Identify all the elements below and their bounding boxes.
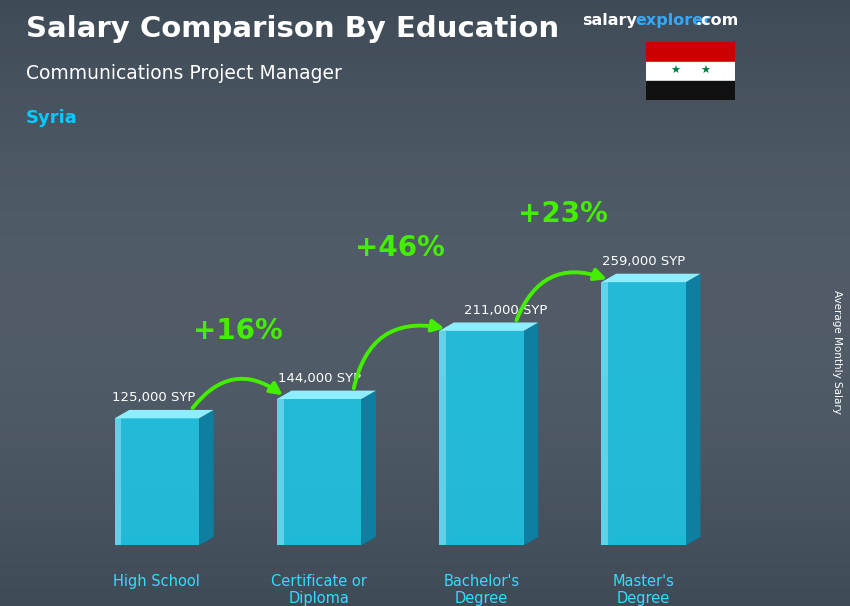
Polygon shape xyxy=(277,391,376,399)
Bar xyxy=(646,81,735,100)
Polygon shape xyxy=(199,410,213,545)
Polygon shape xyxy=(524,322,538,545)
Polygon shape xyxy=(439,331,446,545)
Polygon shape xyxy=(686,274,700,545)
Text: Average Monthly Salary: Average Monthly Salary xyxy=(832,290,842,413)
Text: .com: .com xyxy=(695,13,739,28)
Polygon shape xyxy=(439,537,538,545)
Polygon shape xyxy=(439,322,538,331)
Polygon shape xyxy=(115,537,213,545)
Polygon shape xyxy=(361,391,376,545)
Bar xyxy=(646,62,735,81)
Polygon shape xyxy=(115,418,122,545)
Text: +23%: +23% xyxy=(518,200,608,228)
Text: +16%: +16% xyxy=(193,317,283,345)
Polygon shape xyxy=(602,537,700,545)
Text: +46%: +46% xyxy=(355,233,445,262)
Bar xyxy=(646,42,735,62)
Polygon shape xyxy=(602,282,686,545)
Polygon shape xyxy=(439,331,524,545)
Polygon shape xyxy=(277,399,284,545)
Text: 125,000 SYP: 125,000 SYP xyxy=(112,391,196,404)
Text: Communications Project Manager: Communications Project Manager xyxy=(26,64,342,82)
Text: Master's
Degree: Master's Degree xyxy=(613,574,675,606)
Text: 144,000 SYP: 144,000 SYP xyxy=(278,372,360,385)
Text: High School: High School xyxy=(113,574,201,589)
Polygon shape xyxy=(115,410,213,418)
Text: 211,000 SYP: 211,000 SYP xyxy=(464,304,547,317)
Text: explorer: explorer xyxy=(636,13,712,28)
Text: Bachelor's
Degree: Bachelor's Degree xyxy=(444,574,519,606)
Polygon shape xyxy=(277,537,376,545)
Text: ★: ★ xyxy=(700,66,711,76)
Text: salary: salary xyxy=(582,13,638,28)
Text: Salary Comparison By Education: Salary Comparison By Education xyxy=(26,15,558,43)
Text: 259,000 SYP: 259,000 SYP xyxy=(602,255,685,268)
Text: ★: ★ xyxy=(671,66,681,76)
Polygon shape xyxy=(602,282,609,545)
Text: Syria: Syria xyxy=(26,109,77,127)
Text: Certificate or
Diploma: Certificate or Diploma xyxy=(271,574,367,606)
Polygon shape xyxy=(115,418,199,545)
Polygon shape xyxy=(277,399,361,545)
Polygon shape xyxy=(602,274,700,282)
